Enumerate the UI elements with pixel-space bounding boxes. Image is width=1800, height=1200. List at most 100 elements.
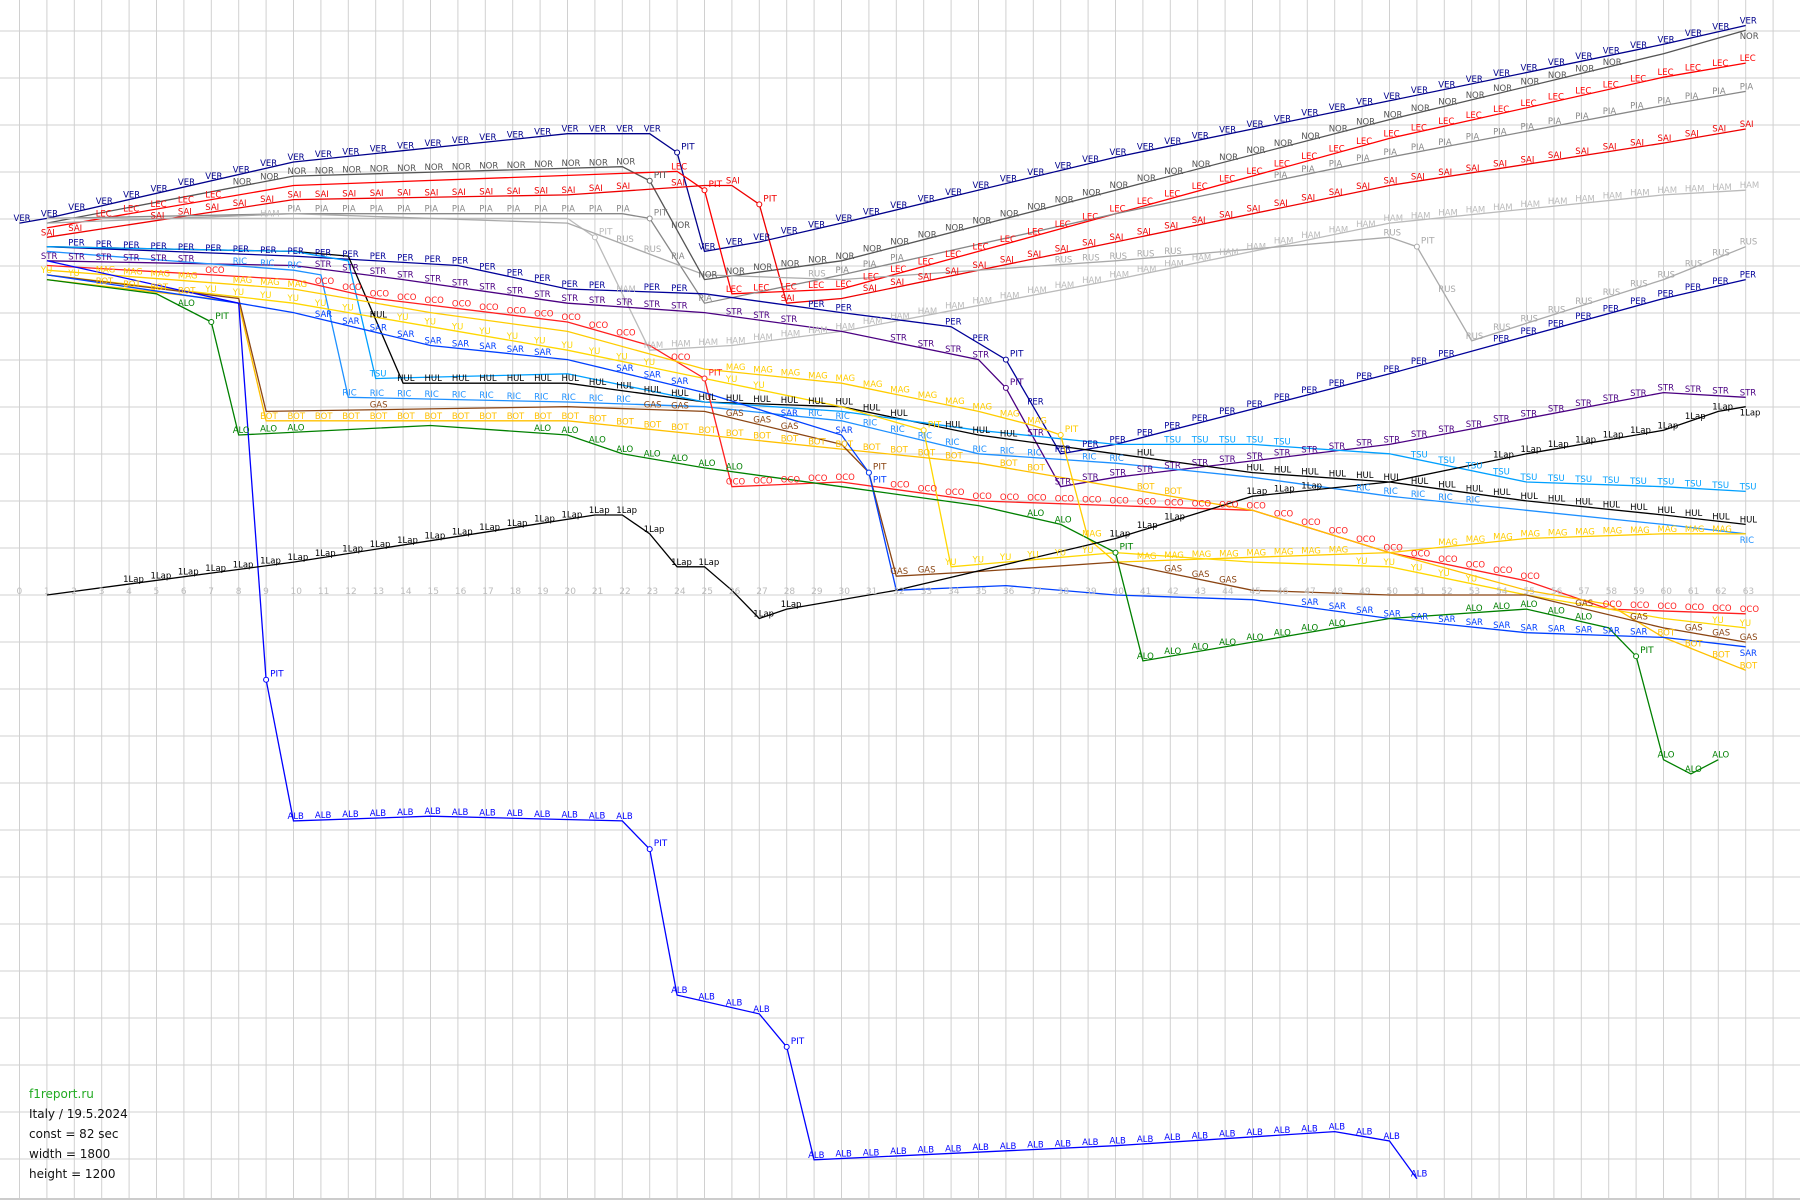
series-label-ver: VER xyxy=(452,136,469,146)
series-label-rus: RUS xyxy=(1521,314,1539,324)
series-label-mag: MAG xyxy=(890,385,910,395)
series-label-alb: ALB xyxy=(1164,1133,1181,1143)
series-label-sai: SAI xyxy=(1658,134,1672,144)
pit-label: PIT xyxy=(1065,425,1079,435)
series-label-mag: MAG xyxy=(1685,525,1705,535)
series-label-hul: HUL xyxy=(1712,512,1730,522)
series-label-bot: BOT xyxy=(397,412,415,422)
series-line-rus xyxy=(46,213,1746,342)
series-label-nor: NOR xyxy=(534,160,553,170)
series-label-per: PER xyxy=(671,284,687,294)
series-label-str: STR xyxy=(726,307,743,317)
series-label-bot: BOT xyxy=(863,443,881,453)
series-label-oco: OCO xyxy=(479,303,499,313)
series-label-ver: VER xyxy=(425,139,442,149)
pit-label: PIT xyxy=(873,463,887,473)
x-tick-label: 59 xyxy=(1633,587,1645,597)
series-label-mag: MAG xyxy=(918,391,938,401)
series-label-ric: RIC xyxy=(918,432,932,442)
series-label-lec: LEC xyxy=(1438,117,1454,127)
series-label-bot: BOT xyxy=(123,280,141,290)
series-label-yu: YU xyxy=(1465,575,1477,585)
series-label-hul: HUL xyxy=(616,382,634,392)
series-label-nor: NOR xyxy=(1301,132,1320,142)
series-label-sai: SAI xyxy=(178,207,192,217)
series-label-sai: SAI xyxy=(1575,147,1589,157)
pit-label: PIT xyxy=(654,171,668,181)
series-label-sai: SAI xyxy=(1247,205,1261,215)
series-label-mag: MAG xyxy=(1438,538,1458,548)
series-label-alb: ALB xyxy=(1110,1137,1127,1147)
series-label-nor: NOR xyxy=(1603,58,1622,68)
series-line-mag xyxy=(46,269,1746,563)
series-label-sar: SAR xyxy=(1575,626,1592,636)
series-label-ver: VER xyxy=(1438,80,1455,90)
series-label-ver: VER xyxy=(14,214,31,224)
series-label-alb: ALB xyxy=(425,807,442,817)
series-label-oco: OCO xyxy=(1219,500,1239,510)
series-label-sai: SAI xyxy=(1384,176,1398,186)
series-label-sai: SAI xyxy=(616,182,630,192)
series-label-tsu: TSU xyxy=(1711,481,1729,491)
series-label-str: STR xyxy=(1521,409,1538,419)
series-label-sar: SAR xyxy=(315,310,332,320)
pit-label: PIT xyxy=(681,143,695,153)
series-label-str: STR xyxy=(315,260,332,270)
series-label-ham: HAM xyxy=(726,337,746,347)
series-label-oco: OCO xyxy=(397,293,417,303)
series-label-ver: VER xyxy=(918,194,935,204)
series-label-yu: YU xyxy=(451,322,463,332)
series-label-1lap: 1Lap xyxy=(699,558,720,568)
pit-label: PIT xyxy=(1010,350,1024,360)
series-label-ver: VER xyxy=(151,184,168,194)
series-label-rus: RUS xyxy=(1055,256,1073,266)
x-tick-label: 8 xyxy=(236,587,242,597)
series-label-alb: ALB xyxy=(753,1005,770,1015)
series-label-nor: NOR xyxy=(1438,97,1457,107)
series-label-ver: VER xyxy=(1137,143,1154,153)
series-label-alb: ALB xyxy=(1219,1130,1236,1140)
series-label-oco: OCO xyxy=(890,481,910,491)
series-label-pia: PIA xyxy=(1630,102,1644,112)
series-label-sai: SAI xyxy=(1685,129,1699,139)
series-label-yu: YU xyxy=(204,285,216,295)
series-label-ham: HAM xyxy=(1384,214,1404,224)
series-label-1lap: 1Lap xyxy=(753,610,774,620)
pit-label: PIT xyxy=(763,194,777,204)
series-label-tsu: TSU xyxy=(1273,437,1291,447)
series-label-hul: HUL xyxy=(1384,473,1402,483)
x-tick-label: 44 xyxy=(1222,587,1234,597)
series-label-per: PER xyxy=(1575,312,1591,322)
series-label-rus: RUS xyxy=(1164,247,1182,257)
series-label-sai: SAI xyxy=(918,273,932,283)
series-label-yu: YU xyxy=(725,375,737,385)
series-label-bot: BOT xyxy=(671,423,689,433)
site-label: f1report.ru xyxy=(29,1087,94,1101)
series-label-1lap: 1Lap xyxy=(1493,450,1514,460)
series-label-str: STR xyxy=(1603,394,1620,404)
series-label-mag: MAG xyxy=(233,276,253,286)
series-label-sai: SAI xyxy=(288,191,302,201)
series-label-alb: ALB xyxy=(397,808,414,818)
pit-label: PIT xyxy=(599,227,613,237)
series-label-lec: LEC xyxy=(1685,64,1701,74)
series-label-ham: HAM xyxy=(808,326,828,336)
series-label-per: PER xyxy=(151,242,167,252)
series-label-str: STR xyxy=(96,253,113,263)
series-label-per: PER xyxy=(1521,327,1537,337)
series-label-ham: HAM xyxy=(1055,281,1075,291)
series-label-rus: RUS xyxy=(1466,332,1484,342)
series-label-mag: MAG xyxy=(1712,525,1732,535)
series-label-hul: HUL xyxy=(1603,500,1621,510)
x-tick-label: 49 xyxy=(1359,587,1371,597)
series-label-1lap: 1Lap xyxy=(479,523,500,533)
series-label-nor: NOR xyxy=(370,165,389,175)
series-label-sar: SAR xyxy=(1466,618,1483,628)
series-label-ver: VER xyxy=(1110,148,1127,158)
series-label-lec: LEC xyxy=(1329,144,1345,154)
series-label-str: STR xyxy=(1329,442,1346,452)
series-label-ver: VER xyxy=(863,208,880,218)
series-label-ham: HAM xyxy=(836,322,856,332)
pit-marker xyxy=(865,469,872,476)
series-label-per: PER xyxy=(1603,305,1619,315)
